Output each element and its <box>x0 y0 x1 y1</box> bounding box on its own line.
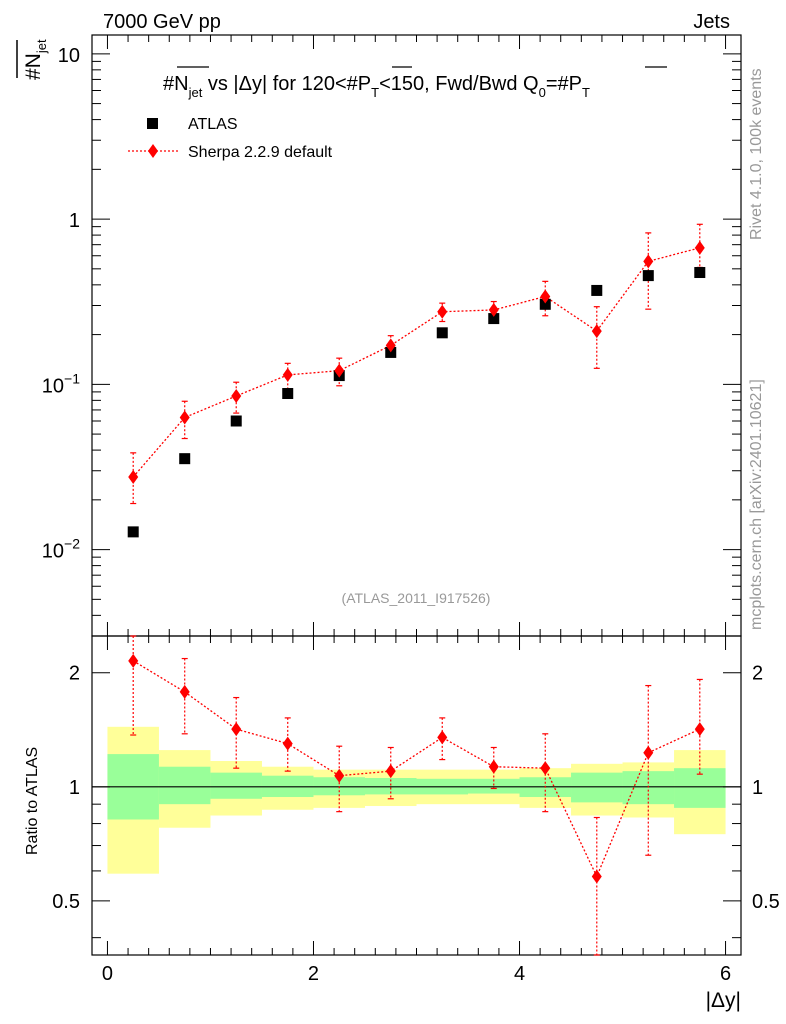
ratio-band-inner <box>674 768 726 808</box>
y-tick-label: 1 <box>69 210 80 232</box>
atlas-point <box>642 270 654 282</box>
ratio-y-tick-label-right: 1 <box>752 777 763 799</box>
mc-point <box>540 289 551 304</box>
ratio-mc-line <box>132 660 701 879</box>
x-tick-label: 0 <box>102 963 113 985</box>
mc-point <box>437 304 448 319</box>
atlas-point <box>385 346 397 358</box>
y-tick-label: 10−1 <box>42 370 80 397</box>
mc-point <box>282 367 293 382</box>
main-plot: 10−2 10−1 1 10 <box>42 34 742 637</box>
mc-point <box>128 469 139 484</box>
ratio-band-inner <box>210 772 262 799</box>
ratio-mc-point <box>385 764 396 779</box>
atlas-point <box>179 453 191 465</box>
header-left: 7000 GeV pp <box>103 11 221 33</box>
ratio-mc-point <box>282 736 293 751</box>
ratio-mc-point <box>437 730 448 745</box>
atlas-point <box>127 526 139 538</box>
ratio-mc-point <box>128 653 139 668</box>
rivet-version-label: Rivet 4.1.0, 100k events <box>748 68 765 240</box>
main-title: #Njet vs |Δy| for 120<#PT<150, Fwd/Bwd Q… <box>163 66 667 100</box>
atlas-point <box>539 298 551 310</box>
atlas-point <box>488 313 500 325</box>
x-axis-label: |Δy| <box>706 989 741 1012</box>
legend-mc-label: Sherpa 2.2.9 default <box>188 144 333 161</box>
mc-point <box>488 302 499 317</box>
legend-mc-marker <box>148 144 158 158</box>
ratio-mc-point <box>488 759 499 774</box>
atlas-point <box>591 284 603 296</box>
ratio-y-tick-label-right: 0.5 <box>752 891 780 913</box>
mc-point <box>334 363 345 378</box>
ratio-band-inner <box>468 778 520 794</box>
ratio-mc-point <box>540 761 551 776</box>
analysis-watermark: (ATLAS_2011_I917526) <box>342 590 491 606</box>
ratio-mc-point <box>591 869 602 884</box>
mc-point <box>179 410 190 425</box>
ratio-band-inner <box>364 778 417 795</box>
atlas-point <box>230 415 242 427</box>
y-tick-label: 10−2 <box>42 536 80 563</box>
svg-text:#Njet vs |Δy| for 120<#PT<150: #Njet vs |Δy| for 120<#PT<150, Fwd/Bwd Q… <box>163 73 590 100</box>
main-ylabel: #Njet <box>16 39 49 80</box>
mc-point <box>694 240 705 255</box>
ratio-ylabel: Ratio to ATLAS <box>24 747 41 855</box>
x-tick-label: 6 <box>720 963 731 985</box>
ratio-y-tick-label-right: 2 <box>752 663 763 685</box>
legend-atlas-label: ATLAS <box>188 116 238 133</box>
mc-point <box>643 254 654 269</box>
ratio-mc-point <box>231 722 242 737</box>
mc-point <box>591 324 602 339</box>
ratio-band-inner <box>571 772 623 803</box>
legend-atlas-marker <box>147 118 158 129</box>
mc-point <box>231 389 242 404</box>
ratio-y-tick-label: 2 <box>69 663 80 685</box>
ratio-y-tick-label: 1 <box>69 777 80 799</box>
y-tick-label: 10 <box>58 45 80 67</box>
x-tick-label: 4 <box>514 963 525 985</box>
ratio-mc-point <box>334 768 345 783</box>
atlas-point <box>282 388 294 400</box>
atlas-point <box>694 267 706 279</box>
ratio-y-tick-label: 0.5 <box>52 891 80 913</box>
x-tick-label: 2 <box>308 963 319 985</box>
header-right: Jets <box>693 11 730 33</box>
mcplots-label: mcplots.cern.ch [arXiv:2401.10621] <box>748 379 765 630</box>
legend: ATLAS Sherpa 2.2.9 default <box>128 116 333 161</box>
ratio-mc-point <box>694 722 705 737</box>
atlas-point <box>436 327 448 339</box>
svg-text:#Njet: #Njet <box>22 39 49 80</box>
ratio-mc-point <box>643 745 654 760</box>
ratio-band-inner <box>158 766 211 805</box>
mc-line <box>132 247 700 478</box>
ratio-mc-point <box>179 684 190 699</box>
ratio-plot: 0 2 4 6 0.5 0.5 1 1 2 2 <box>52 635 780 985</box>
mc-point <box>385 338 396 353</box>
